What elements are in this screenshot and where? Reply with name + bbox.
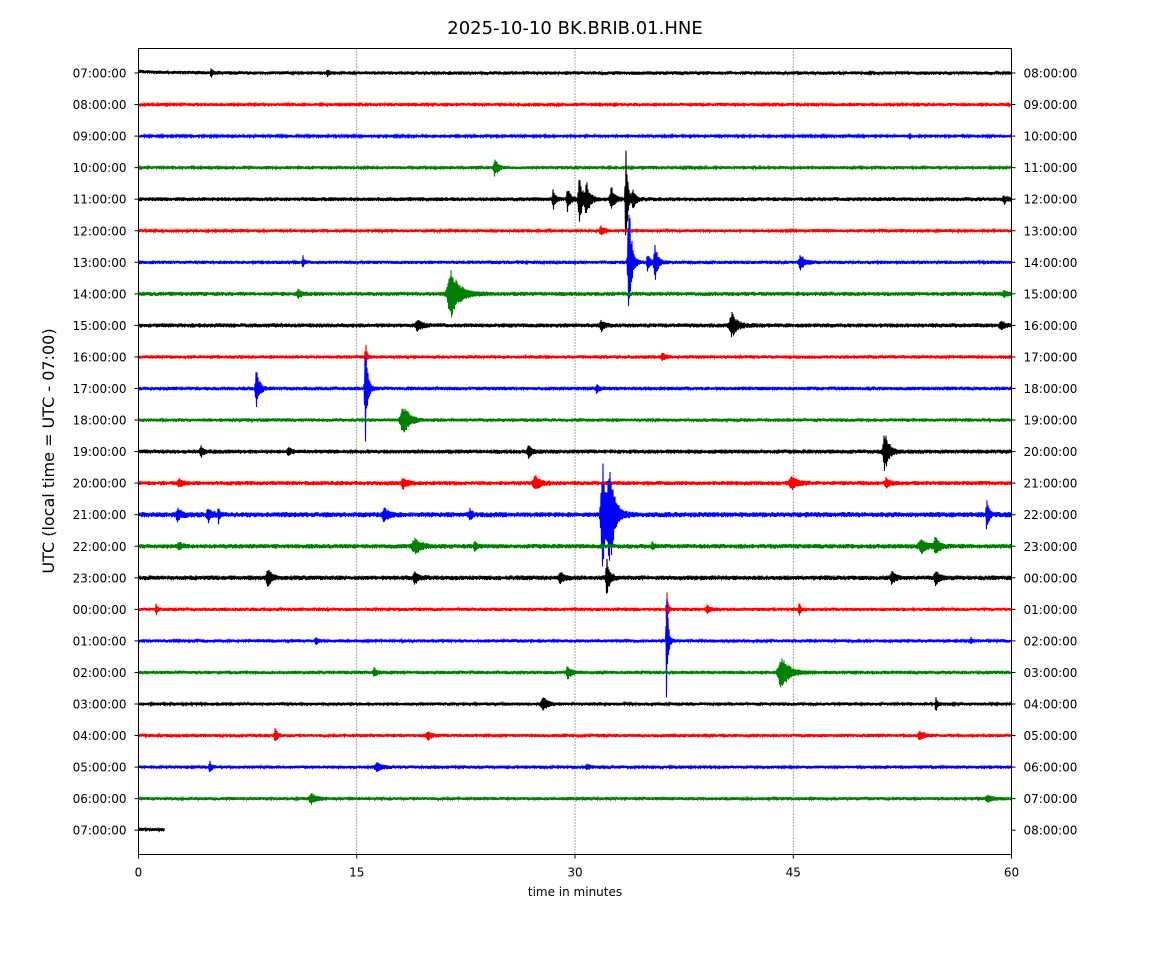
local-time-label: 13:00:00: [1024, 224, 1078, 238]
local-time-label: 19:00:00: [1024, 414, 1078, 428]
local-time-label: 23:00:00: [1024, 540, 1078, 554]
trace-row-18: [137, 599, 1013, 698]
x-tick-label: 45: [786, 866, 801, 880]
local-time-label: 01:00:00: [1024, 603, 1078, 617]
utc-time-label: 09:00:00: [73, 130, 127, 144]
utc-time-label: 17:00:00: [73, 382, 127, 396]
utc-time-label: 19:00:00: [73, 445, 127, 459]
utc-time-label: 15:00:00: [73, 319, 127, 333]
trace-row-20: [137, 697, 1013, 711]
utc-time-label: 06:00:00: [73, 792, 127, 806]
utc-time-label: 07:00:00: [73, 824, 127, 838]
utc-time-label: 23:00:00: [73, 571, 127, 585]
local-time-label: 18:00:00: [1024, 382, 1078, 396]
right-tick-labels: 08:00:00 09:00:00 10:00:00 11:00:00 12:00:00…: [1011, 67, 1078, 838]
local-time-label: 14:00:00: [1024, 256, 1078, 270]
local-time-label: 09:00:00: [1024, 98, 1078, 112]
utc-time-label: 14:00:00: [73, 287, 127, 301]
trace-row-15: [137, 536, 1013, 555]
local-time-label: 12:00:00: [1024, 193, 1078, 207]
chart-title: 2025-10-10 BK.BRIB.01.HNE: [447, 18, 702, 39]
trace-row-2: [137, 132, 1013, 140]
trace-row-13: [137, 475, 1013, 491]
local-time-label: 03:00:00: [1024, 666, 1078, 680]
trace-row-3: [137, 159, 1013, 177]
local-time-label: 02:00:00: [1024, 634, 1078, 648]
trace-row-12: [137, 435, 1013, 471]
local-time-label: 15:00:00: [1024, 287, 1078, 301]
local-time-label: 08:00:00: [1024, 824, 1078, 838]
trace-row-22: [137, 760, 1013, 773]
local-time-label: 21:00:00: [1024, 477, 1078, 491]
trace-row-14: [137, 463, 1013, 567]
utc-time-label: 22:00:00: [73, 540, 127, 554]
trace-row-4: [137, 150, 1013, 236]
trace-row-21: [137, 728, 1013, 741]
trace-row-0: [137, 68, 1013, 78]
local-time-label: 04:00:00: [1024, 698, 1078, 712]
utc-time-label: 01:00:00: [73, 634, 127, 648]
x-axis-label: time in minutes: [528, 885, 622, 899]
trace-row-1: [137, 101, 1013, 108]
trace-row-23: [137, 793, 1013, 805]
trace-row-10: [137, 356, 1013, 442]
x-tick-label: 0: [135, 866, 143, 880]
utc-time-label: 07:00:00: [73, 67, 127, 81]
local-time-label: 22:00:00: [1024, 508, 1078, 522]
utc-time-label: 03:00:00: [73, 698, 127, 712]
local-time-label: 11:00:00: [1024, 161, 1078, 175]
utc-time-label: 00:00:00: [73, 603, 127, 617]
trace-row-6: [137, 214, 1013, 307]
trace-row-17: [137, 592, 1013, 630]
utc-time-label: 18:00:00: [73, 414, 127, 428]
y-axis-label: UTC (local time = UTC - 07:00): [39, 328, 58, 573]
local-time-label: 17:00:00: [1024, 350, 1078, 364]
utc-time-label: 20:00:00: [73, 477, 127, 491]
utc-time-label: 13:00:00: [73, 256, 127, 270]
utc-time-label: 11:00:00: [73, 193, 127, 207]
x-axis: 0 15 30 45 60: [135, 854, 1019, 880]
local-time-label: 20:00:00: [1024, 445, 1078, 459]
utc-time-label: 16:00:00: [73, 350, 127, 364]
utc-time-label: 08:00:00: [73, 98, 127, 112]
trace-row-7: [137, 270, 1013, 318]
local-time-label: 16:00:00: [1024, 319, 1078, 333]
local-time-label: 10:00:00: [1024, 130, 1078, 144]
utc-time-label: 02:00:00: [73, 666, 127, 680]
trace-row-8: [137, 311, 1013, 338]
trace-row-24: [137, 826, 166, 833]
x-tick-label: 60: [1004, 866, 1019, 880]
left-tick-labels: 07:00:00 08:00:00 09:00:00 10:00:00 11:00:00…: [73, 67, 139, 838]
utc-time-label: 04:00:00: [73, 729, 127, 743]
local-time-label: 00:00:00: [1024, 571, 1078, 585]
trace-row-11: [137, 408, 1013, 433]
trace-row-16: [137, 558, 1013, 594]
utc-time-label: 10:00:00: [73, 161, 127, 175]
x-tick-label: 15: [349, 866, 364, 880]
utc-time-label: 12:00:00: [73, 224, 127, 238]
x-tick-label: 30: [567, 866, 582, 880]
local-time-label: 05:00:00: [1024, 729, 1078, 743]
local-time-label: 08:00:00: [1024, 67, 1078, 81]
utc-time-label: 21:00:00: [73, 508, 127, 522]
utc-time-label: 05:00:00: [73, 761, 127, 775]
trace-row-9: [137, 344, 1013, 378]
trace-row-5: [137, 225, 1013, 236]
local-time-label: 07:00:00: [1024, 792, 1078, 806]
traces: [137, 68, 1013, 833]
trace-row-19: [137, 658, 1013, 688]
local-time-label: 06:00:00: [1024, 761, 1078, 775]
